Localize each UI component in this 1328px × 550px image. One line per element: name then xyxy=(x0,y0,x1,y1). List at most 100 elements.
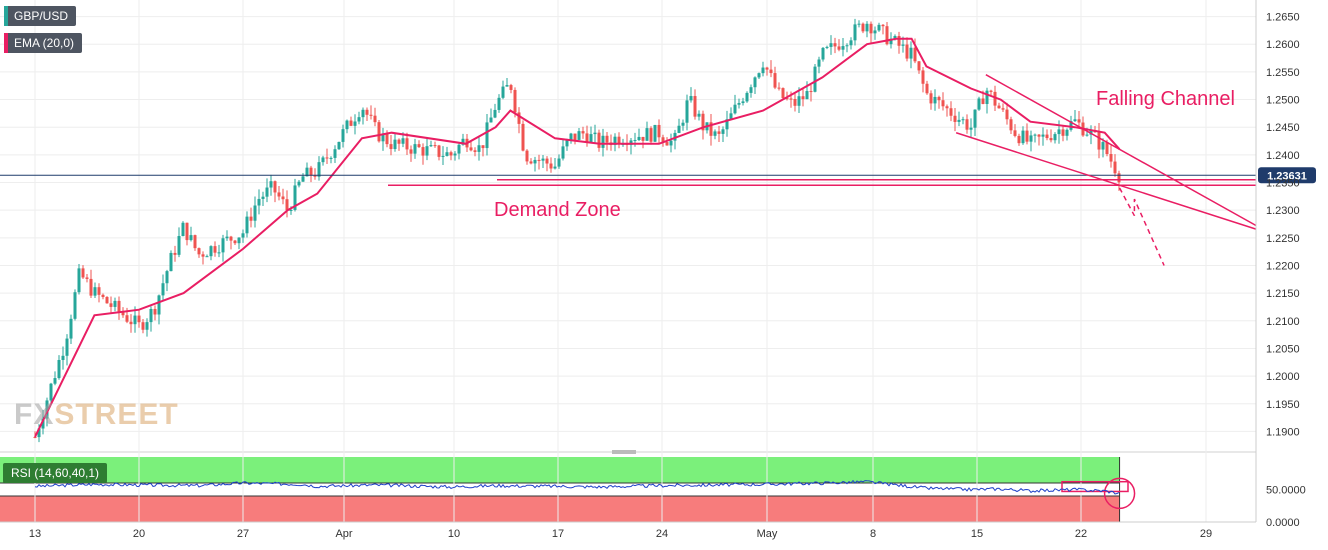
candle-body xyxy=(845,45,849,47)
candle-body xyxy=(381,133,385,142)
candle-body xyxy=(681,122,685,126)
candle-body xyxy=(589,134,593,143)
candle-body xyxy=(1037,134,1041,137)
candle-body xyxy=(49,383,53,401)
candle-body xyxy=(137,315,141,323)
candle-body xyxy=(57,359,61,379)
candle-body xyxy=(629,140,633,145)
candle-body xyxy=(709,122,713,136)
candle-body xyxy=(1041,134,1045,137)
time-tick-label: 27 xyxy=(237,528,249,540)
candle-body xyxy=(917,61,921,71)
candle-body xyxy=(477,145,481,152)
candle-body xyxy=(545,158,549,164)
candle-body xyxy=(1113,161,1117,174)
candle-body xyxy=(581,131,585,134)
candle-body xyxy=(73,292,77,319)
ema-legend[interactable]: EMA (20,0) xyxy=(4,33,83,53)
candle-body xyxy=(521,123,525,151)
candle-body xyxy=(1069,121,1073,130)
candle-body xyxy=(89,278,93,296)
price-gridlines xyxy=(0,16,1256,432)
candle-body xyxy=(305,167,309,177)
channel-overlays: 1.23631 xyxy=(0,74,1316,510)
candle-body xyxy=(497,97,501,110)
price-tick-label: 1.2400 xyxy=(1266,150,1300,162)
candle-body xyxy=(421,147,425,156)
candle-body xyxy=(61,355,65,360)
candle-body xyxy=(297,181,301,186)
candle-body xyxy=(1105,142,1109,155)
candle-body xyxy=(1013,130,1017,136)
rsi-legend[interactable]: RSI (14,60,40,1) xyxy=(3,463,108,483)
candle-body xyxy=(701,113,705,131)
price-tick-label: 1.2500 xyxy=(1266,95,1300,107)
candle-body xyxy=(289,209,293,211)
candle-body xyxy=(181,222,185,237)
candle-body xyxy=(905,44,909,59)
candle-body xyxy=(293,185,297,210)
candle-body xyxy=(801,96,805,100)
rsi-tick-label: 0.0000 xyxy=(1266,517,1300,529)
candle-body xyxy=(457,144,461,154)
candle-body xyxy=(897,35,901,46)
rsi-overbought-zone xyxy=(0,457,1120,483)
candle-body xyxy=(817,59,821,67)
candle-body xyxy=(909,47,913,59)
candle-body xyxy=(1101,142,1105,150)
candle-body xyxy=(437,145,441,157)
candle-body xyxy=(1021,130,1025,144)
price-tick-label: 1.2300 xyxy=(1266,205,1300,217)
candle-body xyxy=(153,308,157,315)
candle-body xyxy=(373,115,377,123)
candle-body xyxy=(337,141,341,150)
candle-body xyxy=(393,139,397,150)
candle-body xyxy=(417,144,421,148)
price-tick-label: 1.2000 xyxy=(1266,371,1300,383)
candle-body xyxy=(1109,154,1113,162)
candle-body xyxy=(409,149,413,154)
candle-body xyxy=(529,161,533,164)
price-tick-label: 1.1900 xyxy=(1266,426,1300,438)
candle-body xyxy=(1005,109,1009,120)
candle-body xyxy=(397,139,401,144)
candle-body xyxy=(513,89,517,113)
candle-body xyxy=(637,136,641,141)
candle-body xyxy=(309,167,313,176)
candle-body xyxy=(489,117,493,123)
candle-body xyxy=(273,181,277,193)
price-tick-label: 1.2600 xyxy=(1266,39,1300,51)
candle-body xyxy=(433,145,437,147)
candle-body xyxy=(953,115,957,122)
candle-body xyxy=(125,315,129,322)
candle-body xyxy=(365,109,369,115)
projection-path xyxy=(1118,187,1165,266)
candle-body xyxy=(773,73,777,88)
candle-body xyxy=(241,233,245,238)
candle-body xyxy=(441,155,445,157)
candle-body xyxy=(101,294,105,297)
candle-body xyxy=(797,96,801,106)
candle-body xyxy=(657,124,661,138)
price-tick-label: 1.1950 xyxy=(1266,399,1300,411)
candle-body xyxy=(689,96,693,101)
candle-body xyxy=(721,129,725,134)
candle-body xyxy=(741,101,745,104)
price-tick-label: 1.2350 xyxy=(1266,178,1300,190)
price-tick-label: 1.2650 xyxy=(1266,12,1300,24)
time-tick-label: 20 xyxy=(133,528,145,540)
candle-body xyxy=(1061,129,1065,136)
channel-lower-line xyxy=(955,132,1257,230)
candle-body xyxy=(149,308,153,323)
candle-body xyxy=(969,127,973,130)
candle-body xyxy=(557,158,561,167)
candle-body xyxy=(429,145,433,147)
candle-body xyxy=(605,135,609,143)
candle-body xyxy=(281,196,285,200)
candle-body xyxy=(861,23,865,32)
candle-body xyxy=(217,252,221,254)
rsi-bands xyxy=(0,450,1256,522)
symbol-legend[interactable]: GBP/USD xyxy=(4,6,77,26)
candle-body xyxy=(225,236,229,239)
candle-body xyxy=(129,321,133,325)
